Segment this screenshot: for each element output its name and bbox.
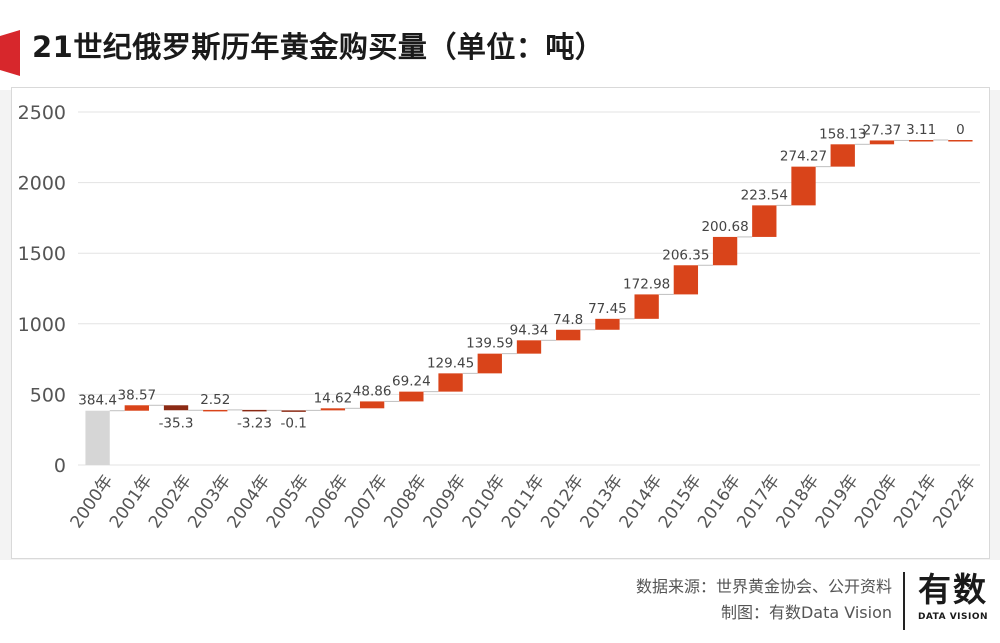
data-label: -3.23 — [237, 415, 272, 431]
data-label: 158.13 — [819, 126, 866, 142]
waterfall-bar — [948, 140, 973, 142]
y-tick-label: 500 — [30, 384, 66, 406]
data-label: 384.4 — [78, 393, 117, 409]
data-label: 27.37 — [863, 122, 902, 138]
waterfall-bar — [124, 405, 149, 411]
waterfall-bar — [634, 294, 659, 319]
waterfall-bar — [203, 409, 228, 412]
data-label: 139.59 — [466, 336, 513, 352]
waterfall-bar — [320, 408, 346, 411]
chart-panel: 0 500 1000 1500 2000 2500 384.4 38.57 -35.3 2.52-… — [11, 87, 990, 559]
data-label: 200.68 — [701, 219, 748, 235]
title-accent-tab — [0, 30, 20, 76]
data-label: 69.24 — [392, 374, 431, 390]
waterfall-bar — [516, 340, 542, 354]
y-tick-label: 1000 — [18, 314, 66, 336]
data-label: 172.98 — [623, 276, 670, 292]
footer: 数据来源：世界黄金协会、公开资料 制图：有数Data Vision 有数 DAT… — [0, 560, 1000, 643]
waterfall-bar — [869, 140, 895, 145]
waterfall-bar — [595, 318, 620, 330]
data-label: 206.35 — [662, 247, 709, 263]
y-tick-label: 0 — [54, 455, 66, 477]
data-label: 0 — [956, 122, 965, 138]
waterfall-bar — [399, 391, 424, 402]
chart-title: 21世纪俄罗斯历年黄金购买量（单位：吨） — [32, 30, 605, 64]
data-label: 48.86 — [353, 383, 392, 399]
source-note: 数据来源：世界黄金协会、公开资料 制图：有数Data Vision — [636, 574, 892, 626]
waterfall-bar — [673, 265, 699, 295]
data-label: 74.8 — [553, 312, 583, 328]
data-label: 77.45 — [588, 301, 627, 317]
logo-text: 有数 — [918, 570, 988, 609]
waterfall-bar — [556, 329, 581, 341]
data-source-text: 数据来源：世界黄金协会、公开资料 — [635, 577, 892, 596]
data-vision-logo: 有数 DATA VISION — [912, 568, 994, 622]
logo-divider — [903, 572, 905, 630]
waterfall-bar — [477, 353, 502, 374]
data-label: 14.62 — [314, 390, 353, 406]
waterfall-bar — [85, 410, 110, 465]
y-tick-label: 2500 — [18, 102, 66, 124]
data-label: -0.1 — [281, 415, 307, 431]
logo-subtext: DATA VISION — [917, 612, 989, 622]
y-tick-label: 2000 — [18, 173, 66, 195]
data-label: 129.45 — [427, 355, 474, 371]
waterfall-bar — [438, 373, 463, 392]
chart-credit-text: 制图：有数Data Vision — [720, 603, 892, 622]
data-label: 2.52 — [200, 392, 230, 408]
data-label: -35.3 — [159, 415, 194, 431]
waterfall-bar — [752, 205, 777, 237]
data-label: 38.57 — [117, 387, 156, 403]
waterfall-bar — [242, 409, 267, 412]
waterfall-bar — [909, 140, 934, 142]
y-tick-label: 1500 — [18, 243, 66, 265]
data-label: 223.54 — [741, 187, 788, 203]
waterfall-bar — [281, 410, 306, 412]
waterfall-bar — [163, 405, 189, 411]
waterfall-bar — [830, 144, 855, 167]
waterfall-bar — [791, 166, 816, 206]
header: 21世纪俄罗斯历年黄金购买量（单位：吨） — [0, 0, 1000, 90]
data-label: 94.34 — [510, 322, 549, 338]
data-label: 274.27 — [780, 149, 827, 165]
waterfall-bar — [712, 236, 738, 266]
data-label: 3.11 — [906, 122, 936, 138]
waterfall-bar — [359, 401, 385, 409]
